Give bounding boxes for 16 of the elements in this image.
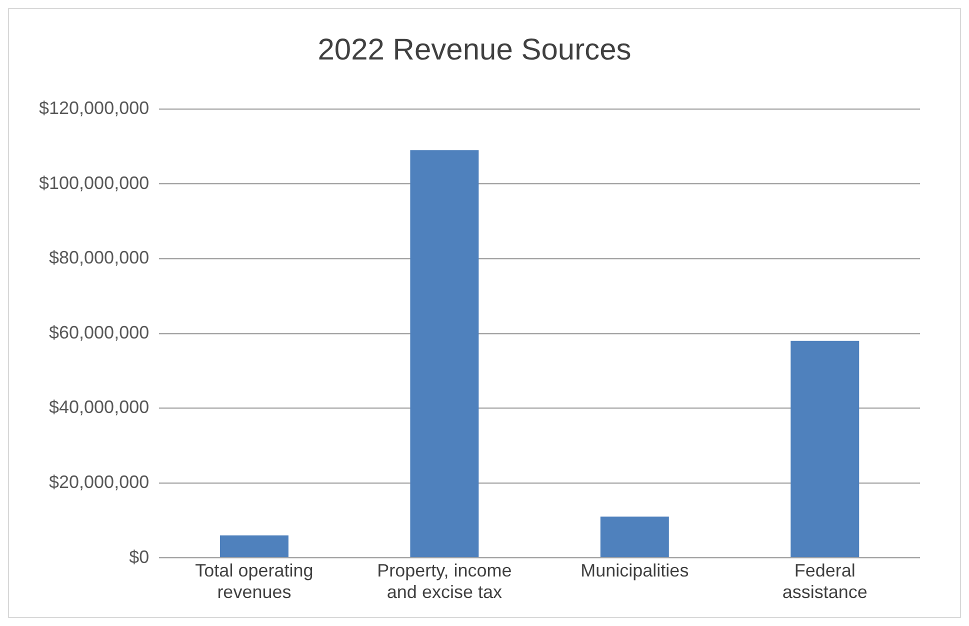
x-tick-label: Federal assistance xyxy=(782,560,868,602)
bar xyxy=(600,516,669,558)
bar xyxy=(790,340,860,558)
bar xyxy=(220,535,288,558)
y-tick-label: $40,000,000 xyxy=(49,397,150,418)
y-tick-label: $0 xyxy=(129,546,150,567)
x-tick-label: Total operating revenues xyxy=(195,560,314,602)
bar xyxy=(410,150,479,558)
y-tick-label: $120,000,000 xyxy=(39,98,150,118)
y-tick-label: $60,000,000 xyxy=(49,322,150,342)
y-tick-label: $20,000,000 xyxy=(49,472,150,492)
x-tick-label: Municipalities xyxy=(580,560,689,581)
x-tick-label: Property, income and excise tax xyxy=(377,560,512,602)
chart-title: 2022 Revenue Sources xyxy=(318,33,632,66)
y-tick-label: $80,000,000 xyxy=(49,248,150,268)
y-tick-label: $100,000,000 xyxy=(39,172,150,193)
